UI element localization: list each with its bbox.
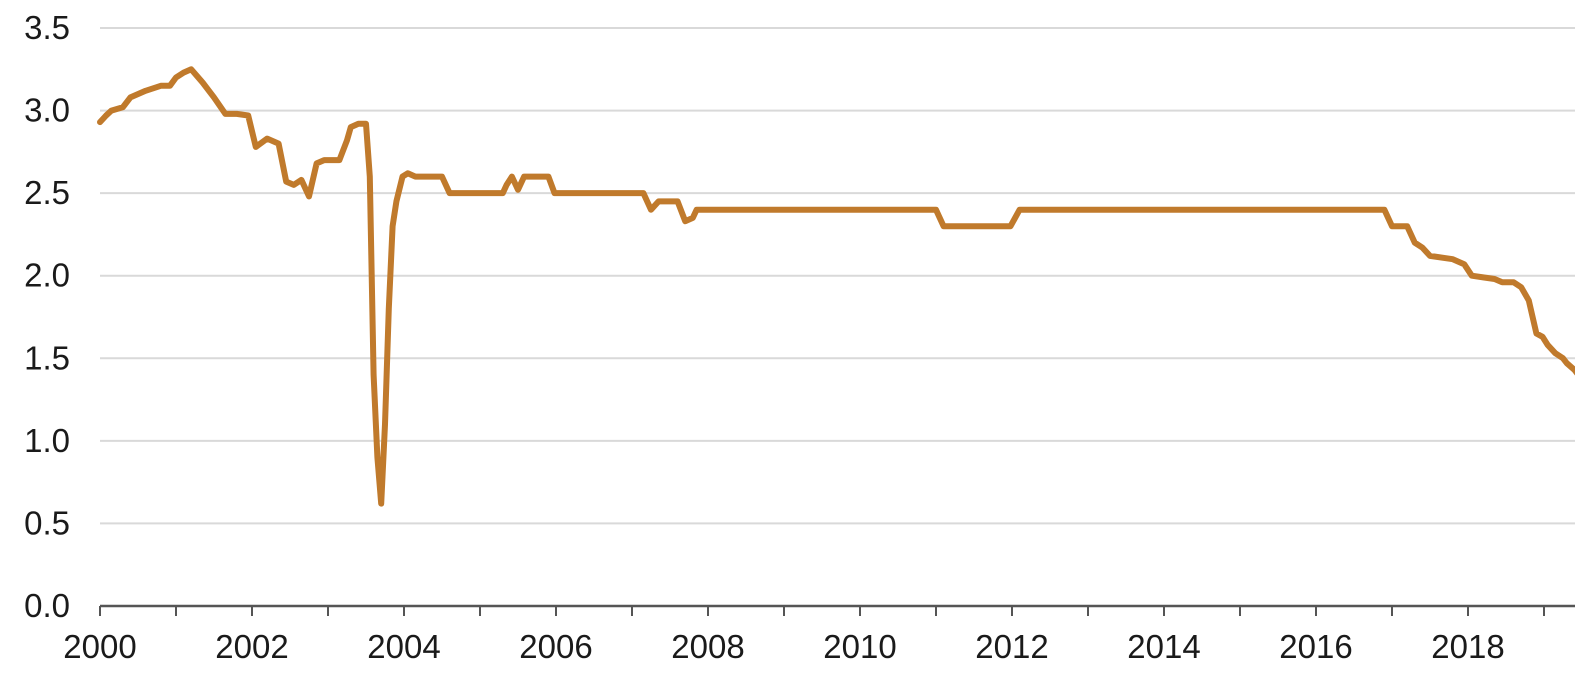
y-axis-tick-labels: 0.0 0.5 1.0 1.5 2.0 2.5 3.0 3.5	[24, 9, 70, 624]
series-layer	[97, 66, 1575, 507]
x-tick-label: 2018	[1431, 628, 1504, 665]
x-tick-label: 2000	[63, 628, 136, 665]
y-tick-label: 1.5	[24, 339, 70, 376]
x-tick-label: 2012	[975, 628, 1048, 665]
x-tick-label: 2008	[671, 628, 744, 665]
gridlines	[100, 27, 1575, 525]
series-line	[97, 66, 1575, 507]
y-tick-label: 1.0	[24, 422, 70, 459]
x-axis-tick-labels: 2000 2002 2004 2006 2008 2010 2012 2014 2016 2018	[63, 628, 1504, 665]
y-tick-label: 0.0	[24, 587, 70, 624]
y-tick-label: 3.5	[24, 9, 70, 46]
x-tick-label: 2002	[215, 628, 288, 665]
x-tick-label: 2006	[519, 628, 592, 665]
x-tick-label: 2004	[367, 628, 440, 665]
y-tick-label: 3.0	[24, 92, 70, 129]
y-tick-label: 2.5	[24, 174, 70, 211]
x-axis	[99, 604, 1575, 616]
x-tick-label: 2016	[1279, 628, 1352, 665]
x-tick-label: 2014	[1127, 628, 1200, 665]
y-tick-label: 2.0	[24, 257, 70, 294]
y-tick-label: 0.5	[24, 504, 70, 541]
x-tick-label: 2010	[823, 628, 896, 665]
